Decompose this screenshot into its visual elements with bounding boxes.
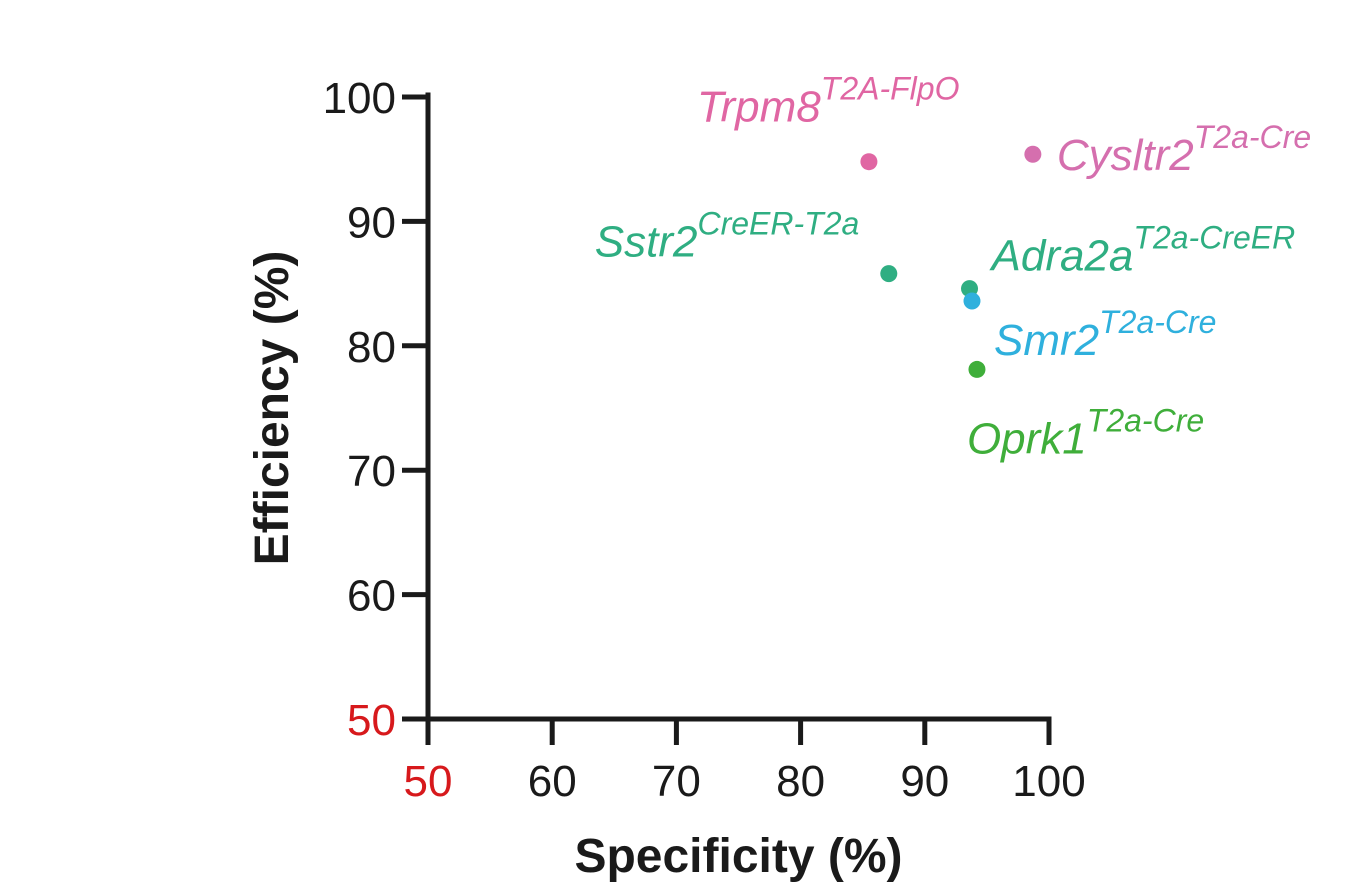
data-point: [1024, 145, 1042, 163]
y-tick-label: 80: [347, 323, 396, 372]
y-tick-label: 50: [347, 696, 396, 745]
y-axis-title: Efficiency (%): [246, 251, 299, 566]
point-label-name: Adra2a: [989, 232, 1134, 281]
point-label-name: Oprk1: [967, 414, 1087, 463]
point-label-superscript: T2a-Cre: [1087, 402, 1204, 438]
data-point: [880, 265, 898, 283]
point-label-name: Sstr2: [595, 218, 698, 267]
point-label-superscript: CreER-T2a: [697, 206, 859, 242]
point-label-name: Smr2: [994, 316, 1099, 365]
point-label-superscript: T2a-CreER: [1133, 220, 1295, 256]
data-point: [860, 153, 878, 171]
data-points: [860, 145, 1042, 378]
x-axis-title: Specificity (%): [574, 830, 902, 883]
point-label-name: Cysltr2: [1057, 131, 1194, 180]
y-tick-label: 60: [347, 572, 396, 621]
point-label: Trpm8T2A-FlpO: [697, 71, 960, 132]
point-label: Sstr2CreER-T2a: [595, 206, 860, 267]
point-label-superscript: T2a-Cre: [1099, 304, 1216, 340]
ticks: 50 60 70 80 90 100 50 60 70 80 90 100: [323, 74, 1086, 806]
axes: [423, 92, 1052, 724]
point-label-superscript: T2A-FlpO: [821, 71, 960, 107]
y-tick-label: 70: [347, 447, 396, 496]
x-tick-label: 90: [900, 757, 949, 806]
data-point: [963, 292, 981, 310]
x-tick-label: 80: [776, 757, 825, 806]
x-tick-label: 70: [652, 757, 701, 806]
point-labels: Trpm8T2A-FlpOCysltr2T2a-CreSstr2CreER-T2…: [595, 71, 1311, 464]
data-point: [968, 360, 986, 378]
point-label: Smr2T2a-Cre: [994, 304, 1216, 365]
y-tick-label: 90: [347, 198, 396, 247]
point-label-superscript: T2a-Cre: [1194, 119, 1311, 155]
x-tick-label: 50: [404, 757, 453, 806]
point-label: Oprk1T2a-Cre: [967, 402, 1204, 463]
x-tick-label: 60: [528, 757, 577, 806]
point-label: Cysltr2T2a-Cre: [1057, 119, 1311, 180]
y-tick-label: 100: [323, 74, 396, 123]
point-label-name: Trpm8: [697, 83, 821, 132]
x-tick-label: 100: [1012, 757, 1085, 806]
point-label: Adra2aT2a-CreER: [989, 220, 1296, 281]
